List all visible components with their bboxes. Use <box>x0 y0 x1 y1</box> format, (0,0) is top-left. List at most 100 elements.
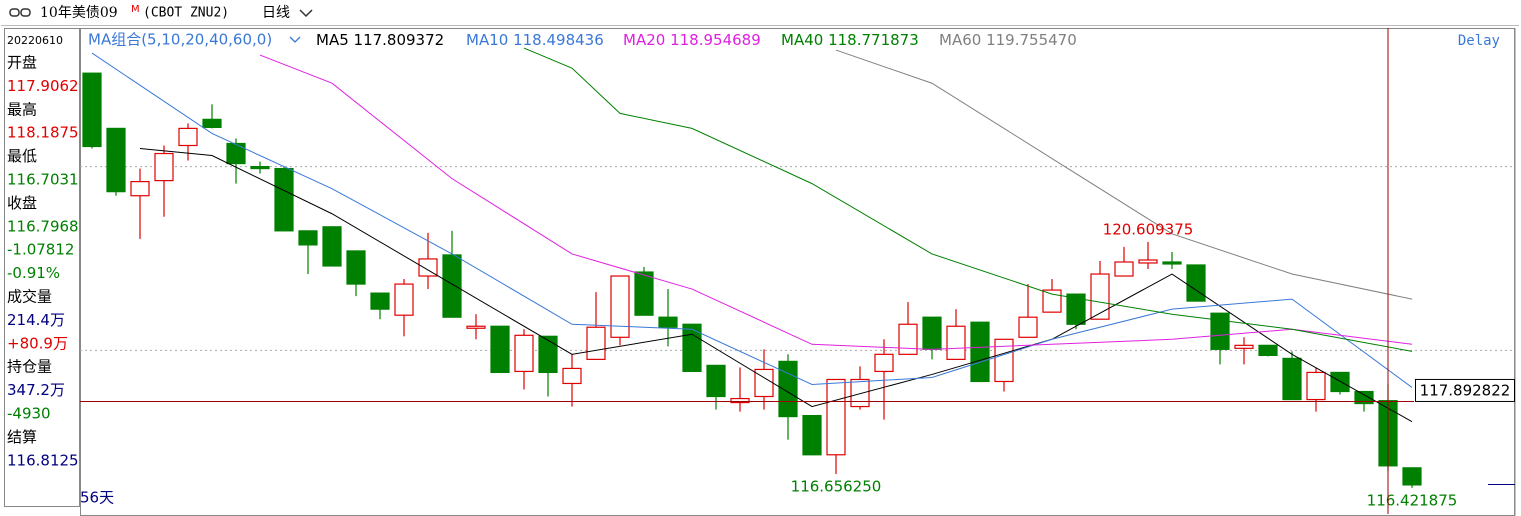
candle-body <box>1162 261 1182 265</box>
ma-line <box>139 147 1413 423</box>
candle-body <box>418 258 438 277</box>
legend-entry: MA60 119.755470 <box>939 31 1077 49</box>
candle-body <box>706 364 726 398</box>
candle-body <box>802 415 822 456</box>
legend-title: MA组合(5,10,20,40,60,0) <box>88 31 272 49</box>
info-line: 最低 <box>7 147 37 165</box>
candle-body <box>466 325 486 329</box>
candle-body <box>1354 390 1374 405</box>
info-line: -4930 <box>7 405 51 423</box>
delay-label: Delay <box>1458 33 1500 49</box>
info-line: 117.9062 <box>7 77 79 95</box>
info-line: +80.9万 <box>7 334 68 352</box>
info-line: 214.4万 <box>7 311 65 329</box>
candle-body <box>850 378 870 408</box>
candle-body <box>730 397 750 404</box>
candle-body <box>1018 316 1038 338</box>
candle-body <box>658 316 678 328</box>
candle-body <box>898 323 918 355</box>
candle-body <box>274 167 294 232</box>
candle-body <box>1258 344 1278 356</box>
legend-value: 118.498436 <box>513 31 604 49</box>
candle-body <box>346 250 366 285</box>
legend-value: 118.954689 <box>670 31 761 49</box>
candle-body <box>562 367 582 385</box>
extreme-label: 116.421875 <box>1367 491 1458 509</box>
extreme-label: 120.609375 <box>1103 220 1194 238</box>
info-line: 收盘 <box>7 194 37 212</box>
link-icon <box>9 8 20 17</box>
info-line: 结算 <box>7 428 37 446</box>
bar-count: 56天 <box>80 489 114 507</box>
candle-body <box>394 283 414 316</box>
candle-body <box>1210 312 1230 350</box>
candle-body <box>154 152 174 182</box>
info-line: 116.7031 <box>7 171 79 189</box>
legend-entry: MA10 118.498436 <box>466 31 604 49</box>
ma-line <box>91 52 1413 388</box>
crosshair-label-box <box>1415 378 1515 402</box>
candle-body <box>682 323 702 373</box>
dropdown-arrow[interactable] <box>299 9 313 18</box>
link-icon <box>20 8 31 17</box>
candle-body <box>1234 344 1254 349</box>
info-date: 20220610 <box>7 34 63 47</box>
candle-body <box>874 353 894 373</box>
legend-name: MA60 <box>939 31 981 49</box>
candle-body <box>298 230 318 246</box>
plot: MA组合(5,10,20,40,60,0) MA5 117.809372 MA10 … <box>80 28 1515 514</box>
candle-body <box>250 165 270 170</box>
candle-body <box>490 325 510 374</box>
divider <box>1 25 1519 26</box>
info-lines: 开盘 117.9062 最高 118.1875 最低 116.7031 收盘 116.7968… <box>7 54 79 470</box>
info-line: 118.1875 <box>7 124 79 142</box>
info-line: 116.7968 <box>7 217 79 235</box>
candle-body <box>1282 357 1302 401</box>
candle-body <box>634 271 654 316</box>
candle-body <box>1330 371 1350 393</box>
candle-body <box>1402 467 1422 486</box>
info-line: 116.8125 <box>7 451 79 469</box>
legend-entry: MA5 117.809372 <box>316 31 444 49</box>
candle-body <box>178 127 198 147</box>
crosshair-label: 117.892822 <box>1420 381 1511 399</box>
legend-dropdown[interactable] <box>289 36 301 43</box>
info-line: 347.2万 <box>7 381 65 399</box>
candle-body <box>1090 273 1110 320</box>
legend-name: MA5 <box>316 31 349 49</box>
legend-name: MA40 <box>781 31 823 49</box>
info-panel <box>4 28 80 507</box>
candle-body <box>106 127 126 193</box>
candle-body <box>1138 259 1158 264</box>
candle-body <box>322 226 342 267</box>
ma-line <box>259 54 1413 350</box>
info-line: 最高 <box>7 100 37 118</box>
candle-body <box>778 360 798 418</box>
candle-body <box>82 72 102 148</box>
legend-value: 119.755470 <box>986 31 1077 49</box>
candle-body <box>370 292 390 310</box>
info-line: -1.07812 <box>7 241 74 259</box>
period-selector[interactable]: 日线 <box>262 5 290 21</box>
candle-body <box>970 321 990 383</box>
legend-name: MA20 <box>623 31 665 49</box>
candle-body <box>922 316 942 350</box>
candle-body <box>1066 293 1086 325</box>
candle-body <box>226 142 246 165</box>
candle-body <box>946 325 966 360</box>
candle-body <box>1306 371 1326 401</box>
candle-body <box>994 338 1014 383</box>
legend-name: MA10 <box>466 31 508 49</box>
candle-body <box>538 335 558 374</box>
legend-value: 117.809372 <box>354 31 445 49</box>
candle-body <box>202 118 222 128</box>
candle-body <box>130 181 150 197</box>
candle-body <box>514 334 534 373</box>
candle-body <box>586 326 606 360</box>
ma-line <box>835 49 1413 300</box>
badge: M <box>131 4 140 15</box>
info-line: 持仓量 <box>7 358 52 376</box>
